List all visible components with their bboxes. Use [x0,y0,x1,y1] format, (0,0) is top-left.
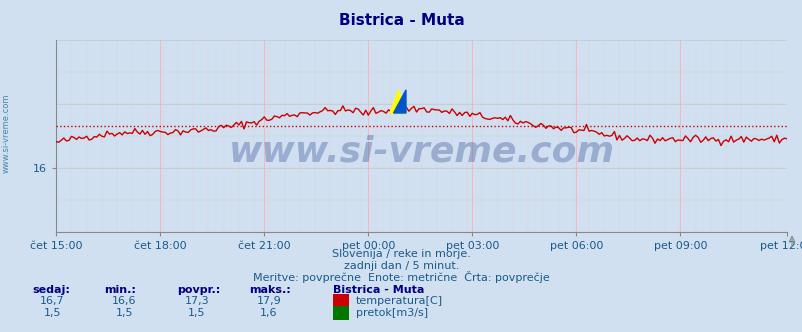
Text: min.:: min.: [104,285,136,295]
Text: zadnji dan / 5 minut.: zadnji dan / 5 minut. [343,261,459,271]
Text: pretok[m3/s]: pretok[m3/s] [355,308,427,318]
Polygon shape [393,90,406,113]
Text: 16,6: 16,6 [112,296,136,306]
Text: Meritve: povprečne  Enote: metrične  Črta: povprečje: Meritve: povprečne Enote: metrične Črta:… [253,271,549,283]
Text: sedaj:: sedaj: [32,285,70,295]
Text: 16,7: 16,7 [40,296,64,306]
Text: www.si-vreme.com: www.si-vreme.com [229,134,614,169]
Text: maks.:: maks.: [249,285,290,295]
Text: 1,5: 1,5 [43,308,61,318]
Text: Bistrica - Muta: Bistrica - Muta [338,13,464,28]
Text: povpr.:: povpr.: [176,285,220,295]
Text: temperatura[C]: temperatura[C] [355,296,442,306]
Text: 1,5: 1,5 [188,308,205,318]
Text: 17,3: 17,3 [184,296,209,306]
Text: www.si-vreme.com: www.si-vreme.com [2,93,11,173]
Text: 1,5: 1,5 [115,308,133,318]
Text: Slovenija / reke in morje.: Slovenija / reke in morje. [332,249,470,259]
Text: Bistrica - Muta: Bistrica - Muta [333,285,424,295]
Polygon shape [389,90,406,113]
Text: 1,6: 1,6 [260,308,277,318]
Text: 17,9: 17,9 [257,296,281,306]
